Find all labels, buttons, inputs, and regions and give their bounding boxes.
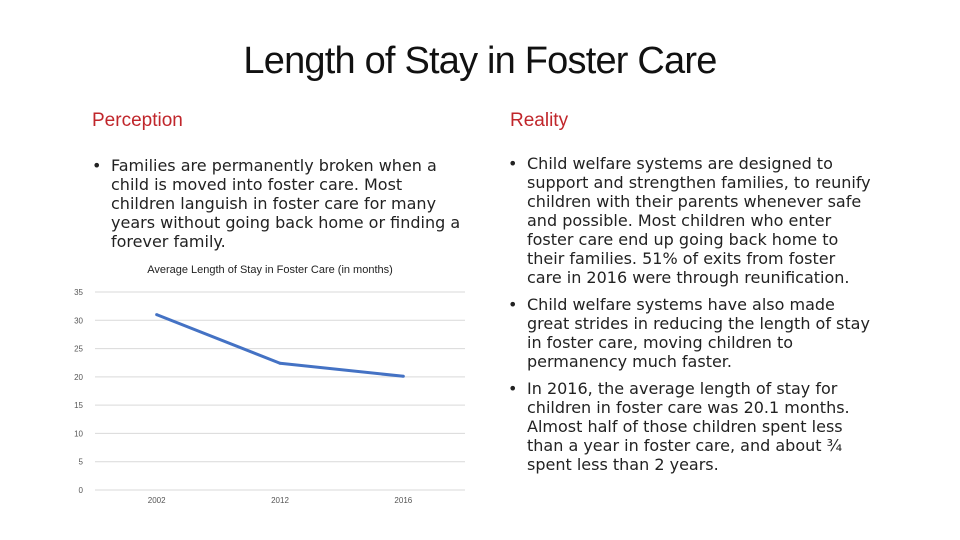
x-tick-label: 2002 xyxy=(148,496,166,505)
reality-heading: Reality xyxy=(510,110,569,131)
slide-title: Length of Stay in Foster Care xyxy=(243,40,717,82)
chart-title: Average Length of Stay in Foster Care (i… xyxy=(147,264,393,276)
data-point xyxy=(155,313,159,317)
y-tick-label: 35 xyxy=(74,288,83,297)
x-tick-labels: 2002 2012 2016 xyxy=(148,496,413,505)
x-tick-label: 2016 xyxy=(394,496,412,505)
perception-heading: Perception xyxy=(92,110,183,131)
y-tick-labels: 0 5 10 15 20 25 30 35 xyxy=(74,288,83,495)
perception-bullets: Families are permanently broken when a c… xyxy=(92,156,462,259)
perception-bullet: Families are permanently broken when a c… xyxy=(92,156,462,251)
y-tick-label: 30 xyxy=(74,316,83,325)
x-tick-label: 2012 xyxy=(271,496,289,505)
y-tick-label: 5 xyxy=(79,458,84,467)
chart-series xyxy=(155,313,405,378)
y-tick-label: 25 xyxy=(74,345,83,354)
reality-bullet: Child welfare systems are designed to su… xyxy=(508,154,874,287)
y-tick-label: 15 xyxy=(74,401,83,410)
series-line xyxy=(156,313,404,378)
data-point xyxy=(401,374,405,378)
reality-bullet: Child welfare systems have also made gre… xyxy=(508,295,874,371)
y-tick-label: 10 xyxy=(74,429,83,438)
data-point xyxy=(278,361,282,365)
reality-bullet: In 2016, the average length of stay for … xyxy=(508,379,874,474)
y-tick-label: 0 xyxy=(79,486,84,495)
length-of-stay-chart: 0 5 10 15 20 25 30 35 2002 2012 2016 xyxy=(74,288,465,505)
reality-bullets: Child welfare systems are designed to su… xyxy=(508,154,874,482)
chart-gridlines xyxy=(95,291,465,491)
y-tick-label: 20 xyxy=(74,373,83,382)
